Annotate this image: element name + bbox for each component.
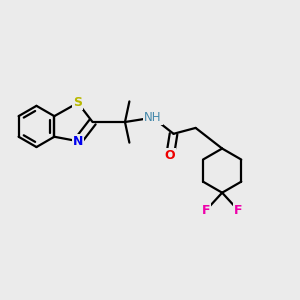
Text: F: F (234, 204, 243, 217)
Text: O: O (165, 149, 175, 162)
Text: S: S (74, 96, 82, 110)
Text: F: F (202, 204, 210, 217)
Text: NH: NH (144, 111, 162, 124)
Text: N: N (73, 135, 83, 148)
